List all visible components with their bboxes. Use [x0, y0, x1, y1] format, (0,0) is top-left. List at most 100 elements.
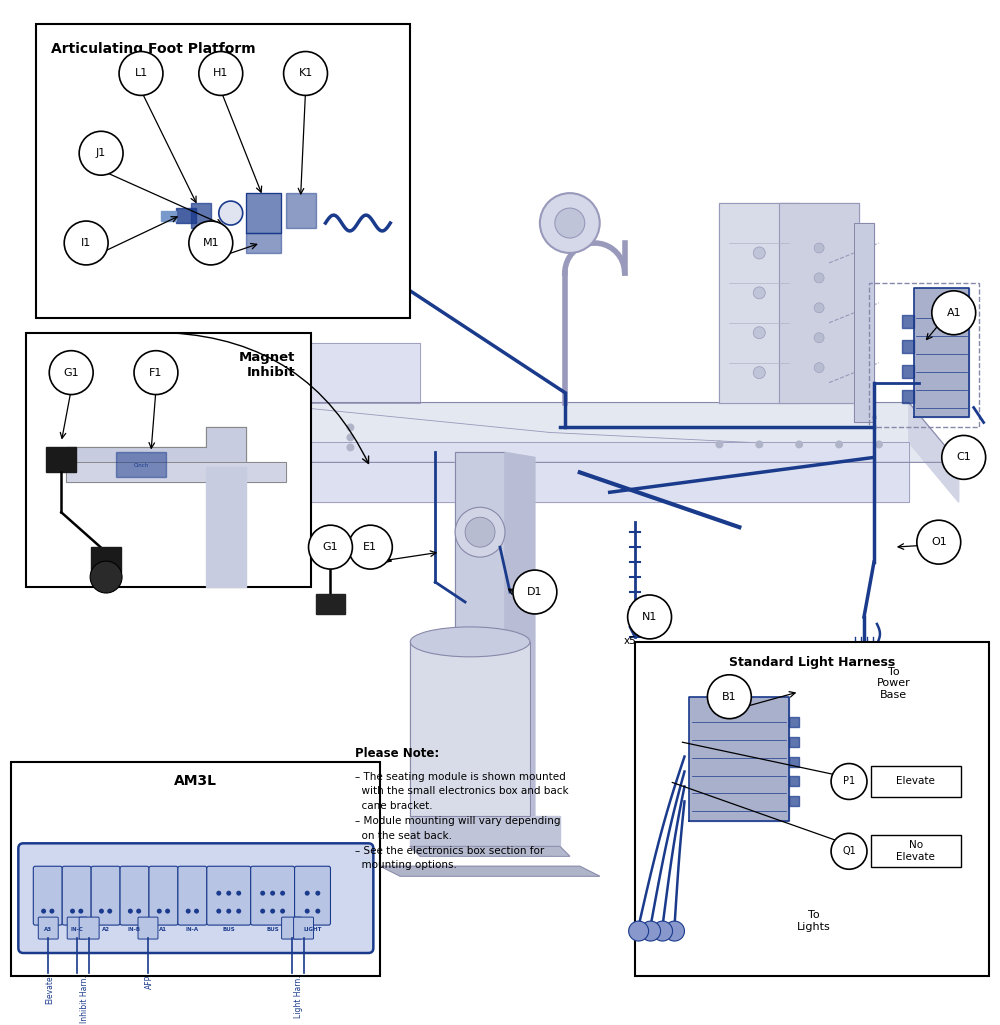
Circle shape [134, 351, 178, 395]
Circle shape [189, 221, 233, 264]
Circle shape [346, 423, 354, 432]
Circle shape [753, 367, 765, 378]
Polygon shape [719, 203, 799, 403]
Circle shape [753, 247, 765, 259]
Circle shape [346, 434, 354, 442]
FancyBboxPatch shape [149, 866, 178, 926]
Polygon shape [909, 403, 959, 502]
Circle shape [831, 833, 867, 869]
Circle shape [284, 51, 327, 95]
Circle shape [835, 441, 843, 448]
Circle shape [236, 908, 241, 913]
Polygon shape [902, 365, 914, 377]
Circle shape [41, 908, 46, 913]
Circle shape [753, 287, 765, 299]
Text: L1: L1 [134, 69, 148, 79]
Ellipse shape [410, 627, 530, 657]
Polygon shape [116, 452, 166, 478]
Circle shape [157, 908, 162, 913]
Circle shape [99, 908, 104, 913]
Polygon shape [91, 403, 959, 462]
Circle shape [814, 363, 824, 373]
FancyBboxPatch shape [282, 917, 302, 939]
Text: Articulating Foot Platform: Articulating Foot Platform [51, 42, 256, 55]
Circle shape [917, 521, 961, 564]
Circle shape [194, 908, 199, 913]
Circle shape [942, 436, 986, 480]
Circle shape [216, 908, 221, 913]
Text: B1: B1 [722, 692, 737, 702]
Polygon shape [176, 208, 196, 223]
Text: C1: C1 [956, 452, 971, 462]
Text: E1: E1 [363, 542, 377, 552]
FancyBboxPatch shape [871, 835, 961, 867]
Polygon shape [91, 403, 141, 502]
FancyBboxPatch shape [294, 917, 314, 939]
Text: Q1: Q1 [842, 847, 856, 856]
Circle shape [348, 525, 392, 569]
Circle shape [315, 908, 320, 913]
Text: A1: A1 [946, 308, 961, 318]
Circle shape [653, 921, 673, 941]
Circle shape [78, 908, 83, 913]
Circle shape [665, 921, 684, 941]
Circle shape [107, 908, 112, 913]
Circle shape [165, 908, 170, 913]
Circle shape [795, 441, 803, 448]
Text: A2: A2 [102, 927, 110, 932]
Circle shape [247, 434, 255, 442]
Polygon shape [789, 777, 799, 786]
Polygon shape [66, 462, 286, 483]
Text: M1: M1 [202, 238, 219, 248]
FancyBboxPatch shape [11, 762, 380, 976]
Circle shape [465, 518, 495, 547]
Polygon shape [161, 211, 176, 221]
Text: IN-A: IN-A [186, 927, 199, 932]
FancyBboxPatch shape [38, 917, 58, 939]
FancyBboxPatch shape [251, 866, 295, 926]
Text: To
Lights: To Lights [797, 910, 831, 932]
Circle shape [875, 441, 883, 448]
FancyBboxPatch shape [871, 766, 961, 797]
Circle shape [629, 921, 649, 941]
Circle shape [755, 441, 763, 448]
Text: AM3L: AM3L [174, 774, 217, 787]
Text: Elevate: Elevate [45, 975, 54, 1003]
FancyBboxPatch shape [62, 866, 91, 926]
FancyBboxPatch shape [91, 866, 120, 926]
Text: Cinch: Cinch [133, 463, 149, 467]
Text: No
Elevate: No Elevate [896, 840, 935, 862]
Polygon shape [902, 390, 914, 403]
Circle shape [814, 243, 824, 253]
Circle shape [247, 444, 255, 451]
Circle shape [309, 525, 352, 569]
Circle shape [831, 764, 867, 800]
Circle shape [219, 201, 243, 226]
Circle shape [297, 434, 305, 442]
Polygon shape [91, 547, 121, 572]
FancyBboxPatch shape [33, 866, 62, 926]
Circle shape [555, 208, 585, 238]
Circle shape [197, 444, 205, 451]
Circle shape [226, 891, 231, 896]
Circle shape [280, 891, 285, 896]
Circle shape [197, 423, 205, 432]
Text: A3: A3 [44, 927, 52, 932]
Circle shape [79, 131, 123, 175]
Circle shape [247, 423, 255, 432]
Circle shape [305, 908, 310, 913]
Text: Standard Light Harness: Standard Light Harness [729, 656, 895, 669]
FancyBboxPatch shape [26, 333, 311, 587]
Text: I1: I1 [81, 238, 91, 248]
Polygon shape [246, 193, 281, 233]
Polygon shape [316, 594, 345, 614]
FancyBboxPatch shape [36, 24, 410, 318]
Polygon shape [206, 467, 246, 587]
Polygon shape [789, 716, 799, 727]
Text: K1: K1 [298, 69, 313, 79]
Polygon shape [902, 339, 914, 353]
Polygon shape [286, 193, 316, 228]
Polygon shape [789, 796, 799, 807]
Polygon shape [241, 377, 281, 387]
Polygon shape [689, 697, 789, 821]
